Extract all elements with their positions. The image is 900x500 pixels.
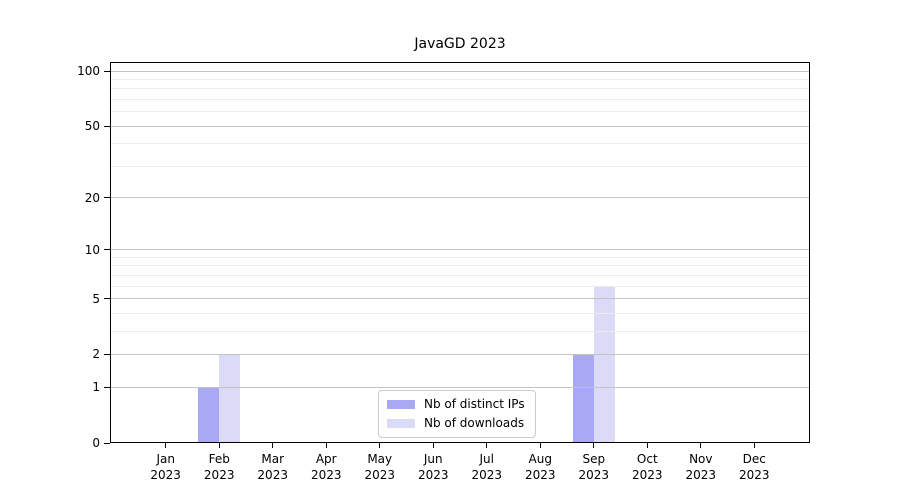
bar-distinct-ips [572, 354, 594, 443]
x-tick-month: Jul [479, 452, 494, 466]
y-tick-label: 20 [84, 190, 100, 205]
x-tick-label: Feb 2023 [187, 451, 251, 483]
x-tick-label: Sep 2023 [562, 451, 626, 483]
y-tick-label: 1 [92, 380, 100, 395]
x-tick-year: 2023 [150, 468, 181, 482]
x-tick-label: Mar 2023 [241, 451, 305, 483]
gridline-minor [110, 274, 810, 276]
plot-area [110, 62, 810, 443]
x-tick-month: Feb [208, 452, 230, 466]
legend-item-downloads: Nb of downloads [387, 415, 525, 432]
x-tick-month: Jun [423, 452, 443, 466]
x-tick [325, 443, 327, 448]
gridline-minor [110, 78, 810, 80]
x-tick-year: 2023 [257, 468, 288, 482]
x-tick-year: 2023 [739, 468, 770, 482]
gridline-major [110, 70, 810, 72]
gridline-minor [110, 88, 810, 90]
x-tick-year: 2023 [364, 468, 395, 482]
x-tick [165, 443, 167, 448]
x-tick [218, 443, 220, 448]
x-tick-month: Mar [261, 452, 285, 466]
x-tick [486, 443, 488, 448]
y-tick-label: 2 [92, 347, 100, 362]
x-tick [539, 443, 541, 448]
gridline-minor [110, 256, 810, 258]
x-tick [700, 443, 702, 448]
gridline-major [110, 353, 810, 355]
gridline-minor [110, 98, 810, 100]
y-tick [104, 298, 110, 300]
y-tick-label: 50 [84, 119, 100, 134]
x-tick [379, 443, 381, 448]
legend: Nb of distinct IPs Nb of downloads [378, 390, 536, 438]
x-tick-year: 2023 [471, 468, 503, 482]
gridline-minor [110, 330, 810, 332]
legend-item-distinct-ips: Nb of distinct IPs [387, 396, 525, 413]
gridline-minor [110, 285, 810, 287]
chart-title: JavaGD 2023 [414, 36, 506, 52]
x-tick-label: Aug 2023 [508, 451, 572, 483]
x-tick-year: 2023 [417, 468, 449, 482]
y-tick [104, 386, 110, 388]
x-tick-year: 2023 [524, 468, 556, 482]
legend-swatch [387, 419, 415, 428]
gridline-major [110, 125, 810, 127]
gridline-minor [110, 143, 810, 145]
legend-swatch [387, 400, 415, 409]
x-tick-label: Jul 2023 [455, 451, 519, 483]
y-tick-label: 5 [92, 291, 100, 306]
x-tick [593, 443, 595, 448]
gridline-minor [110, 312, 810, 314]
gridline-major [110, 298, 810, 300]
x-tick [646, 443, 648, 448]
y-tick-label: 0 [92, 436, 100, 450]
y-tick [104, 249, 110, 251]
x-tick-label: May 2023 [348, 451, 412, 483]
bar-downloads [593, 286, 615, 443]
gridline-major [110, 249, 810, 251]
x-tick-year: 2023 [203, 468, 235, 482]
y-tick [104, 442, 110, 444]
legend-label: Nb of downloads [424, 416, 525, 430]
gridline-minor [110, 265, 810, 267]
x-tick-label: Jan 2023 [134, 451, 198, 483]
bar-downloads [219, 354, 241, 443]
legend-label: Nb of distinct IPs [424, 397, 525, 411]
x-tick-month: Apr [315, 452, 337, 466]
x-tick-label: Dec 2023 [722, 451, 786, 483]
x-tick-year: 2023 [685, 468, 717, 482]
x-tick-label: Nov 2023 [669, 451, 733, 483]
x-tick-label: Oct 2023 [615, 451, 679, 483]
y-tick [104, 197, 110, 199]
x-tick-month: Aug [528, 452, 552, 466]
x-tick [432, 443, 434, 448]
x-tick-year: 2023 [632, 468, 663, 482]
gridline-minor [110, 165, 810, 167]
x-tick-month: Nov [689, 452, 713, 466]
y-tick [104, 125, 110, 127]
y-tick-label: 100 [77, 64, 100, 79]
x-tick-year: 2023 [310, 468, 342, 482]
gridline-major [110, 197, 810, 199]
gridline-minor [110, 111, 810, 113]
x-tick-label: Apr 2023 [294, 451, 358, 483]
y-tick [104, 353, 110, 355]
x-tick [272, 443, 274, 448]
x-tick-year: 2023 [578, 468, 610, 482]
x-tick [753, 443, 755, 448]
y-tick [104, 70, 110, 72]
x-tick-month: Jan [156, 452, 175, 466]
y-tick-label: 10 [84, 242, 100, 257]
x-tick-label: Jun 2023 [401, 451, 465, 483]
bar-distinct-ips [198, 387, 220, 443]
x-tick-month: May [367, 452, 393, 466]
x-tick-month: Sep [582, 452, 606, 466]
x-tick-month: Dec [742, 452, 766, 466]
x-tick-month: Oct [636, 452, 658, 466]
